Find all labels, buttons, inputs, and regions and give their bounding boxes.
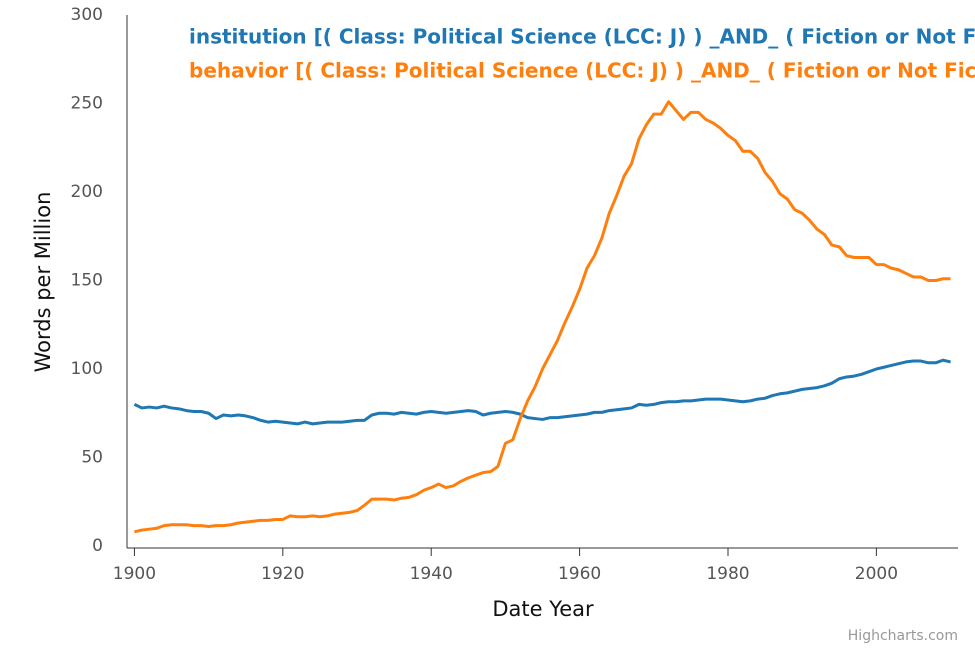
series-line xyxy=(134,100,951,534)
x-tick-label: 1940 xyxy=(410,564,453,584)
y-axis-title: Words per Million xyxy=(31,192,55,373)
x-tick-label: 1920 xyxy=(261,564,304,584)
x-tick-label: 1960 xyxy=(558,564,601,584)
y-tick-label: 300 xyxy=(71,5,103,25)
y-tick-label: 200 xyxy=(71,182,103,202)
x-axis-title: Date Year xyxy=(492,597,594,621)
y-tick-label: 0 xyxy=(92,536,103,556)
legend-entry: behavior [( Class: Political Science (LC… xyxy=(189,59,975,83)
legend-entry: institution [( Class: Political Science … xyxy=(189,25,975,49)
x-tick-label: 1900 xyxy=(113,564,156,584)
y-tick-label: 250 xyxy=(71,94,103,114)
y-tick-label: 150 xyxy=(71,271,103,291)
series-line xyxy=(133,358,951,426)
x-tick-label: 1980 xyxy=(706,564,749,584)
y-tick-label: 100 xyxy=(71,359,103,379)
credit: Highcharts.com xyxy=(848,628,958,644)
x-tick-label: 2000 xyxy=(855,564,898,584)
y-tick-label: 50 xyxy=(81,448,103,468)
